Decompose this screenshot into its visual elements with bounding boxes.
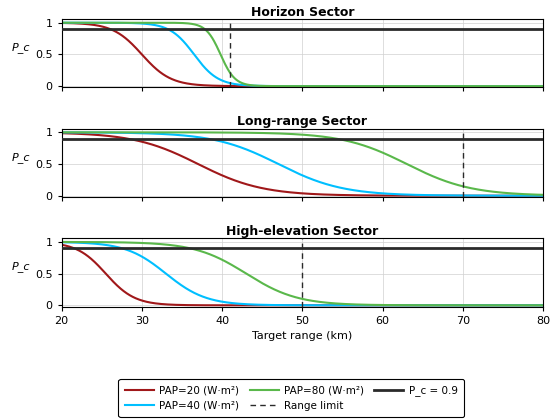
Y-axis label: P_c: P_c — [12, 152, 30, 163]
Legend: PAP=20 (W·m²), PAP=40 (W·m²), PAP=80 (W·m²), Range limit, P_c = 0.9: PAP=20 (W·m²), PAP=40 (W·m²), PAP=80 (W·… — [119, 379, 464, 417]
Title: High-elevation Sector: High-elevation Sector — [226, 225, 379, 238]
X-axis label: Target range (km): Target range (km) — [252, 331, 353, 341]
Title: Long-range Sector: Long-range Sector — [237, 116, 367, 129]
Y-axis label: P_c: P_c — [12, 261, 30, 272]
Title: Horizon Sector: Horizon Sector — [251, 6, 354, 19]
Y-axis label: P_c: P_c — [12, 42, 30, 53]
